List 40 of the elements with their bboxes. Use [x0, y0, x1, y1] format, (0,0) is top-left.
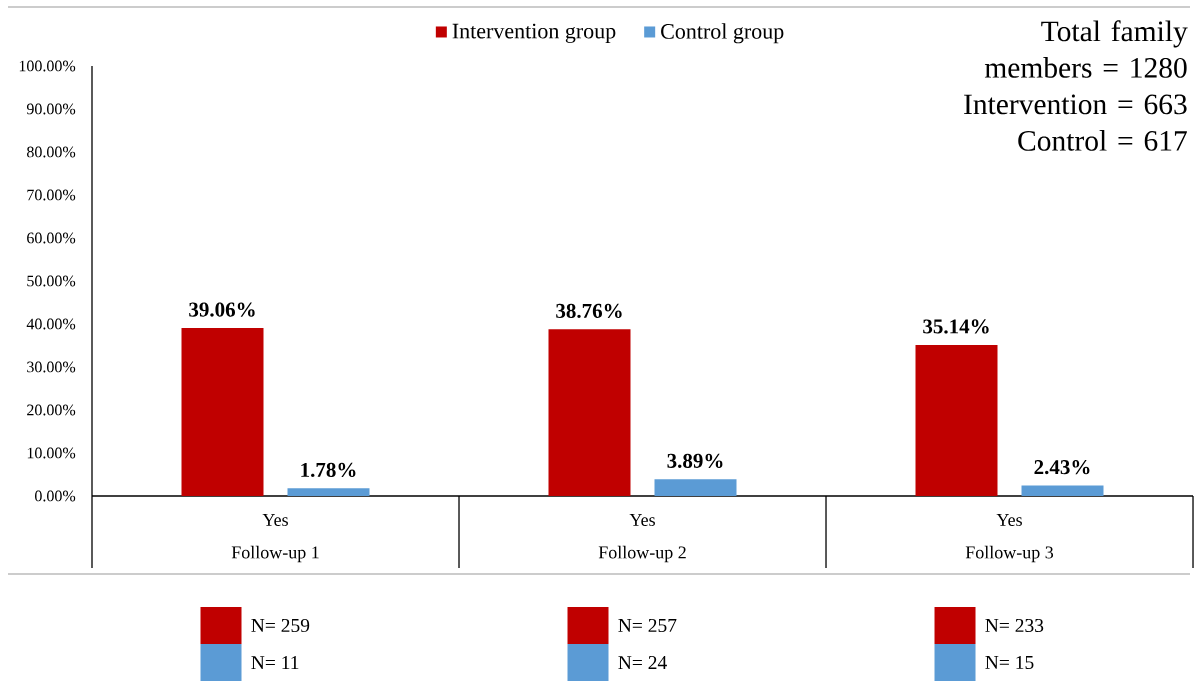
bar [287, 488, 370, 496]
legend-label: Control group [661, 23, 784, 44]
text: Yes [262, 514, 288, 526]
y-tick-label: 10.00% [27, 447, 76, 459]
annotation: Control = 617 [1018, 130, 1187, 151]
text: Yes [629, 514, 655, 526]
data-label: 35.14% [923, 319, 989, 334]
y-tick-label: 0.00% [35, 490, 76, 502]
legend-label: Intervention group [452, 23, 616, 44]
y-tick-label: 40.00% [26, 318, 76, 330]
text: N= 11 [251, 656, 299, 669]
text: N= 259 [251, 618, 310, 633]
y-tick-label: 20.00% [27, 404, 76, 416]
x-tick-label: Follow-up 3 [965, 545, 1054, 563]
y-tick-label: 80.00% [27, 146, 76, 158]
bar [181, 328, 264, 496]
text: N= 24 [618, 656, 667, 669]
bar [1021, 485, 1104, 496]
y-tick-label: 90.00% [26, 103, 76, 115]
text: Yes [996, 514, 1022, 526]
y-tick-label: 30.00% [27, 361, 76, 373]
data-label: 1.78% [301, 462, 356, 478]
data-label: 38.76% [556, 303, 622, 319]
bar [915, 344, 998, 496]
data-label: 3.89% [667, 453, 723, 468]
bar [654, 479, 737, 496]
text: N= 233 [985, 618, 1044, 633]
bar [548, 329, 631, 496]
x-tick-label: Follow-up 2 [598, 545, 686, 563]
y-tick-label: 60.00% [27, 232, 76, 244]
annotation: Total family members = 1280 [984, 20, 1188, 78]
y-tick-label: 100.00% [19, 60, 76, 72]
text: N= 257 [618, 618, 677, 633]
text: N= 15 [985, 655, 1034, 670]
y-tick-label: 50.00% [27, 275, 76, 287]
y-tick-label: 70.00% [27, 189, 76, 201]
data-label: 39.06% [189, 302, 255, 317]
x-tick-label: Follow-up 1 [231, 545, 319, 563]
annotation: Intervention = 663 [964, 94, 1187, 115]
data-label: 2.43% [1034, 460, 1090, 475]
